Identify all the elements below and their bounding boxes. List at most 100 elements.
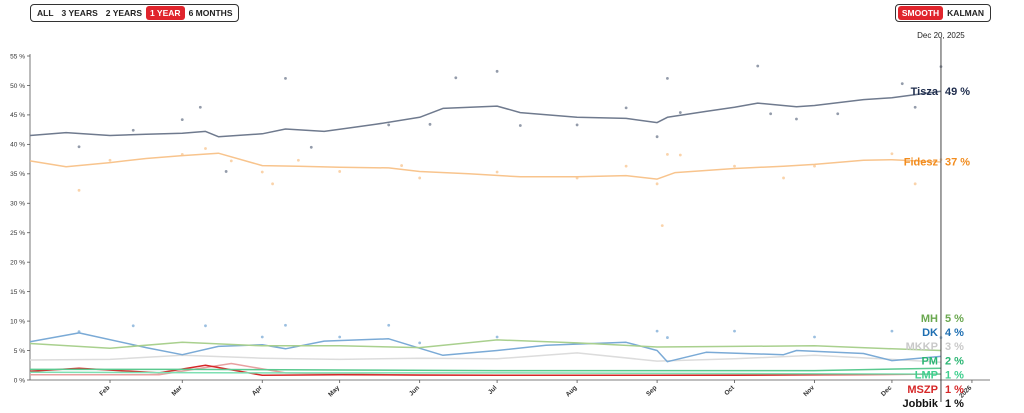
y-tick-label: 55 % bbox=[10, 53, 25, 60]
poll-dot-tisza bbox=[77, 145, 81, 149]
x-tick-label: Sep bbox=[645, 384, 658, 397]
poll-dot-fidesz bbox=[666, 152, 669, 156]
poll-dot-tisza bbox=[454, 76, 458, 80]
date-cursor[interactable]: Dec 20, 2025 bbox=[917, 31, 965, 402]
poll-dot-tisza bbox=[836, 112, 840, 116]
poll-dot-dk bbox=[387, 323, 391, 327]
poll-dot-fidesz bbox=[678, 153, 682, 157]
range-button-group: ALL 3 YEARS 2 YEARS 1 YEAR 6 MONTHS bbox=[30, 4, 240, 22]
poll-dot-tisza bbox=[756, 64, 760, 68]
y-axis: 0 % 5 % 10 % 15 % 20 % 25 % 30 % 35 % 40 % 45 % 50… bbox=[10, 53, 31, 384]
party-label-jobbik: Jobbik bbox=[903, 398, 939, 410]
party-value-pm: 2 % bbox=[945, 355, 964, 367]
poll-dots bbox=[77, 64, 943, 345]
y-tick-label: 40 % bbox=[10, 142, 25, 149]
trend-lines bbox=[29, 90, 942, 377]
poll-dot-fidesz bbox=[204, 147, 207, 150]
x-tick-label: Jun bbox=[408, 384, 421, 397]
kalman-button[interactable]: KALMAN bbox=[947, 8, 984, 18]
poll-dot-tisza bbox=[575, 123, 579, 127]
trend-line-lmp bbox=[29, 371, 942, 375]
party-value-mkkp: 3 % bbox=[945, 341, 964, 353]
poll-dot-tisza bbox=[387, 123, 391, 127]
poll-dot-tisza bbox=[198, 105, 202, 109]
poll-dot-fidesz bbox=[296, 158, 300, 162]
party-label-mkkp: MKKP bbox=[906, 341, 938, 353]
range-1-year-button[interactable]: 1 YEAR bbox=[146, 6, 185, 20]
range-3-years-button[interactable]: 3 YEARS bbox=[61, 8, 98, 18]
poll-dot-tisza bbox=[678, 111, 682, 114]
x-tick-label: Mar bbox=[171, 384, 184, 397]
party-value-mszp: 1 % bbox=[945, 384, 964, 396]
poll-dot-fidesz bbox=[271, 182, 274, 186]
party-value-lmp: 1 % bbox=[945, 370, 964, 382]
poll-dot-tisza bbox=[795, 117, 798, 121]
trend-line-mkkp bbox=[29, 352, 942, 364]
range-all-button[interactable]: ALL bbox=[37, 8, 54, 18]
poll-dot-fidesz bbox=[229, 159, 233, 163]
party-label-mh: MH bbox=[921, 313, 938, 325]
y-tick-label: 30 % bbox=[10, 201, 25, 208]
poll-dot-fidesz bbox=[338, 170, 342, 173]
poll-dot-tisza bbox=[624, 106, 628, 110]
y-tick-label: 20 % bbox=[10, 259, 25, 266]
poll-dot-fidesz bbox=[782, 176, 785, 180]
poll-dot-tisza bbox=[769, 112, 773, 116]
cursor-date-label: Dec 20, 2025 bbox=[917, 31, 965, 40]
x-tick-label: Apr bbox=[251, 384, 264, 397]
poll-dot-tisza bbox=[428, 122, 432, 126]
trend-line-pm bbox=[30, 367, 942, 372]
x-tick-label: May bbox=[327, 384, 341, 398]
y-tick-label: 5 % bbox=[14, 348, 25, 355]
poll-dot-dk bbox=[284, 323, 287, 327]
party-label-fidesz: Fidesz bbox=[904, 157, 939, 169]
poll-dot-tisza bbox=[666, 76, 669, 80]
poll-dot-fidesz bbox=[890, 152, 894, 156]
x-tick-label: Feb bbox=[98, 384, 111, 397]
trend-line-dk bbox=[29, 332, 942, 363]
y-tick-label: 0 % bbox=[14, 377, 25, 384]
poll-dot-fidesz bbox=[108, 158, 112, 162]
party-label-pm: PM bbox=[921, 355, 938, 367]
poll-dot-tisza bbox=[309, 145, 313, 149]
poll-dot-dk bbox=[655, 329, 659, 333]
poll-dot-dk bbox=[813, 335, 816, 339]
poll-dot-fidesz bbox=[418, 176, 422, 180]
poll-dot-tisza bbox=[224, 170, 228, 173]
trend-line-mh bbox=[29, 339, 942, 352]
x-tick-label: Aug bbox=[565, 384, 579, 398]
poll-dot-dk bbox=[338, 335, 342, 339]
poll-dot-fidesz bbox=[495, 170, 499, 174]
poll-dot-tisza bbox=[131, 128, 135, 132]
party-value-jobbik: 1 % bbox=[945, 398, 964, 410]
party-value-dk: 4 % bbox=[945, 327, 964, 339]
y-tick-label: 10 % bbox=[10, 318, 25, 325]
poll-dot-dk bbox=[733, 329, 736, 333]
x-tick-label: Jul bbox=[487, 384, 499, 396]
poll-dot-dk bbox=[260, 335, 264, 339]
x-tick-label: Dec bbox=[880, 384, 894, 398]
party-label-mszp: MSZP bbox=[907, 384, 938, 396]
poll-dot-fidesz bbox=[733, 164, 736, 168]
y-tick-label: 25 % bbox=[10, 230, 25, 237]
y-tick-label: 45 % bbox=[10, 112, 25, 119]
poll-dot-dk bbox=[204, 324, 207, 328]
poll-dot-fidesz bbox=[913, 182, 917, 186]
y-tick-label: 50 % bbox=[10, 83, 25, 90]
poll-dot-dk bbox=[418, 341, 422, 345]
y-tick-label: 15 % bbox=[10, 289, 25, 296]
poll-dot-fidesz bbox=[655, 182, 659, 186]
poll-dot-tisza bbox=[900, 82, 904, 86]
x-tick-label: Nov bbox=[802, 384, 816, 398]
model-button-group: SMOOTH KALMAN bbox=[894, 4, 991, 22]
poll-dot-tisza bbox=[518, 124, 522, 127]
party-value-fidesz: 37 % bbox=[945, 157, 970, 169]
party-value-tisza: 49 % bbox=[945, 86, 970, 98]
x-axis: Feb Mar Apr May Jun Jul Aug Sep Oct Nov Dec 2026 bbox=[30, 379, 990, 400]
smooth-button[interactable]: SMOOTH bbox=[897, 6, 944, 20]
range-2-years-button[interactable]: 2 YEARS bbox=[105, 8, 142, 18]
poll-dot-dk bbox=[495, 335, 499, 339]
range-6-months-button[interactable]: 6 MONTHS bbox=[188, 8, 233, 18]
poll-dot-fidesz bbox=[77, 188, 81, 192]
